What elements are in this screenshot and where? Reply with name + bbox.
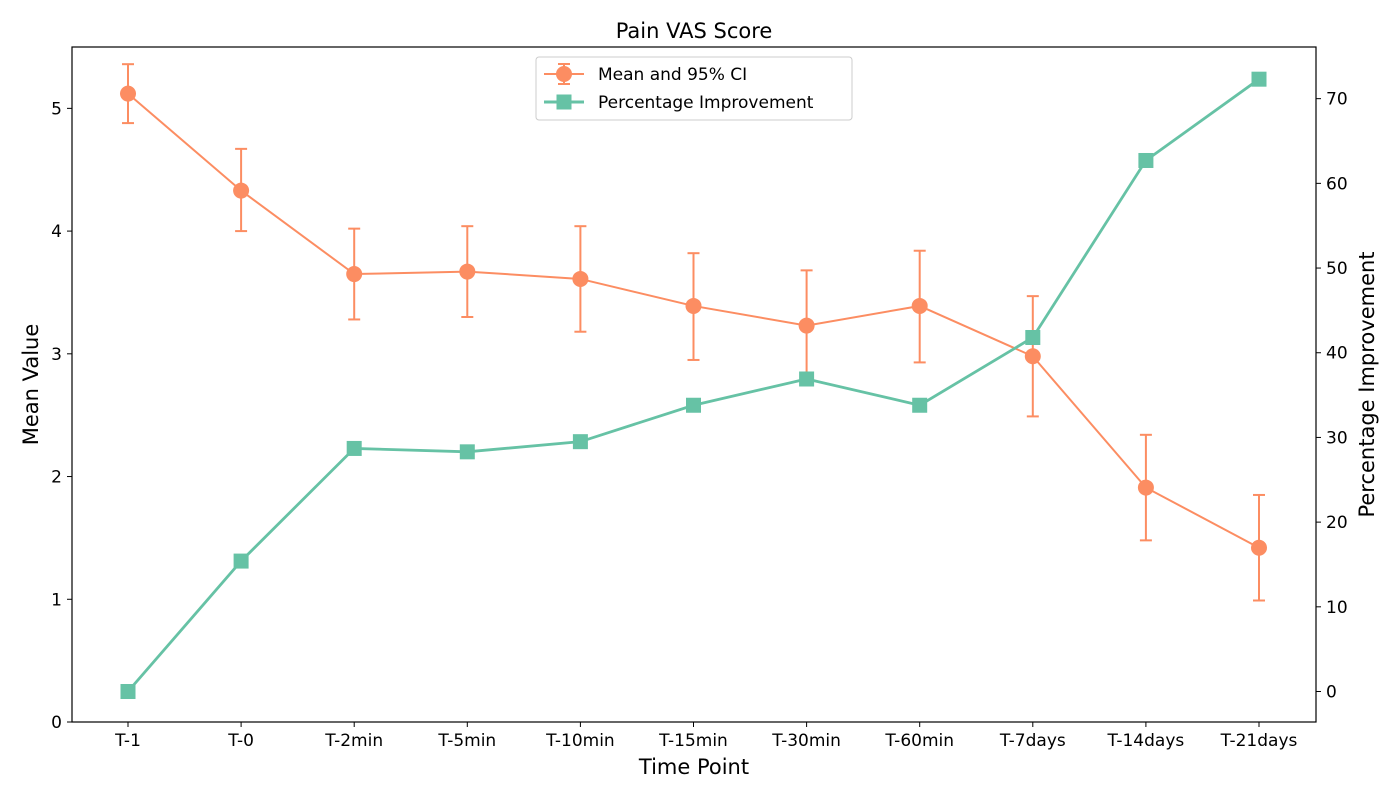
y2-tick-label: 60 (1326, 174, 1348, 194)
y2-tick-label: 50 (1326, 259, 1348, 279)
legend-box (535, 56, 853, 121)
plot-frame (71, 46, 1317, 723)
percentage-line (126, 78, 1260, 693)
mean-point (1024, 348, 1041, 365)
y2-tick-label: 0 (1326, 683, 1337, 703)
percentage-point (120, 684, 136, 700)
y2-tick-label: 30 (1326, 428, 1348, 448)
y-tick-label: 5 (51, 99, 62, 119)
x-tick-label: T-1 (114, 731, 141, 751)
x-tick-label: T-2min (324, 731, 383, 751)
mean-point (572, 270, 589, 287)
y-axis-label: Mean Value (19, 324, 43, 446)
x-tick-label: T-0 (227, 731, 254, 751)
percentage-point (686, 397, 701, 413)
percentage-point (572, 434, 588, 450)
percentage-point (912, 397, 928, 413)
mean-point (911, 297, 928, 314)
percentage-point (1138, 152, 1154, 168)
y2-tick-label: 70 (1326, 90, 1348, 110)
y2-tick-label: 20 (1326, 513, 1348, 533)
x-axis-label: Time Point (638, 755, 749, 779)
y-tick-label: 4 (51, 222, 62, 242)
x-tick-label: T-10min (545, 731, 615, 751)
percentage-point (799, 371, 815, 387)
legend-marker-mean (556, 66, 572, 82)
mean-point (459, 263, 476, 280)
legend-label-mean: Mean and 95% CI (598, 65, 747, 85)
y2-tick-label: 40 (1326, 344, 1348, 364)
x-tick-label: T-5min (437, 731, 496, 751)
percentage-point (346, 440, 362, 456)
mean-point (1251, 539, 1267, 556)
x-tick-label: T-7days (999, 731, 1066, 751)
mean-point (685, 297, 702, 314)
mean-point (120, 85, 136, 102)
y-tick-label: 3 (51, 345, 62, 365)
percentage-point (233, 553, 249, 569)
legend-label-percentage: Percentage Improvement (598, 93, 814, 113)
y2-tick-label: 10 (1326, 598, 1348, 618)
x-tick-label: T-21days (1220, 731, 1298, 751)
x-tick-label: T-14days (1107, 731, 1185, 751)
legend: Mean and 95% CI Percentage Improvement (535, 56, 853, 121)
legend-marker-percentage (556, 94, 572, 110)
percentage-point (459, 444, 475, 460)
y-tick-label: 1 (51, 590, 62, 610)
mean-point (346, 266, 363, 283)
x-tick-label: T-60min (884, 731, 954, 751)
mean-point (798, 317, 815, 334)
x-tick-label: T-30min (771, 731, 841, 751)
percentage-point (1251, 71, 1267, 87)
x-tick-label: T-15min (658, 731, 728, 751)
y-tick-label: 0 (51, 713, 62, 733)
mean-point (233, 182, 250, 199)
y-tick-label: 2 (51, 468, 62, 488)
mean-point (1137, 479, 1154, 496)
percentage-point (1025, 329, 1041, 345)
y2-axis-label: Percentage Improvement (1355, 251, 1379, 517)
chart-title: Pain VAS Score (616, 19, 773, 43)
